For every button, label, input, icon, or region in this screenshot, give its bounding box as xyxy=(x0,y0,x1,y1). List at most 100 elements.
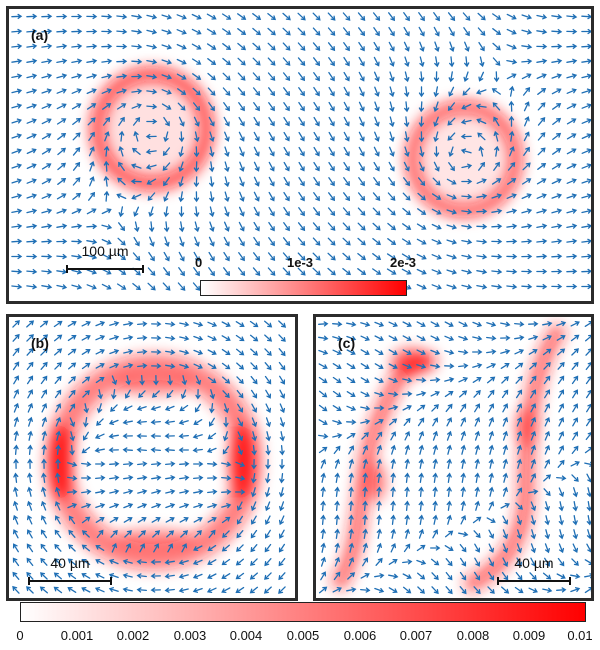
field-arrow xyxy=(136,573,147,579)
field-arrow xyxy=(581,58,591,64)
field-arrow xyxy=(239,176,245,187)
field-arrow xyxy=(558,403,565,413)
field-arrow xyxy=(150,405,161,411)
field-arrow xyxy=(558,515,564,526)
field-arrow xyxy=(557,557,565,567)
field-arrow xyxy=(418,444,424,455)
field-arrow xyxy=(57,147,67,156)
field-arrow xyxy=(208,236,215,247)
field-arrow xyxy=(95,544,105,551)
field-arrow xyxy=(551,223,563,229)
field-arrow xyxy=(221,558,231,566)
field-arrow xyxy=(360,405,371,411)
field-arrow xyxy=(430,390,440,397)
field-arrow xyxy=(342,12,351,21)
field-arrow xyxy=(165,503,176,509)
field-arrow xyxy=(263,586,272,594)
field-arrow xyxy=(447,102,456,112)
field-arrow xyxy=(516,543,522,554)
field-arrow xyxy=(566,163,577,170)
field-arrow xyxy=(161,103,172,110)
field-arrow xyxy=(40,557,48,566)
field-arrow xyxy=(552,103,562,110)
field-arrow xyxy=(95,348,105,355)
field-arrow xyxy=(297,252,306,261)
field-arrow xyxy=(178,251,185,262)
field-arrow xyxy=(581,283,591,290)
field-arrow xyxy=(320,528,326,539)
field-arrow xyxy=(147,267,156,276)
field-arrow xyxy=(476,223,488,230)
field-arrow xyxy=(207,376,217,384)
field-arrow xyxy=(81,461,92,467)
field-arrow xyxy=(268,206,275,217)
field-arrow xyxy=(566,148,577,155)
field-arrow xyxy=(358,161,365,172)
field-arrow xyxy=(192,102,201,112)
field-arrow xyxy=(446,269,458,275)
field-arrow xyxy=(585,362,591,371)
field-arrow xyxy=(343,146,350,157)
field-arrow xyxy=(332,335,343,341)
field-arrow xyxy=(124,530,132,538)
field-arrow xyxy=(223,102,230,112)
field-arrow xyxy=(176,58,187,65)
field-arrow xyxy=(416,253,427,260)
field-arrow xyxy=(433,26,440,37)
field-arrow xyxy=(458,531,469,537)
field-arrow xyxy=(506,238,518,245)
field-arrow xyxy=(26,543,34,553)
field-arrow xyxy=(566,88,577,94)
field-arrow xyxy=(164,236,170,248)
field-arrow xyxy=(404,131,410,143)
field-arrow xyxy=(250,501,257,512)
field-arrow xyxy=(151,475,162,481)
field-arrow xyxy=(207,475,218,481)
field-arrow xyxy=(402,349,412,356)
field-arrow xyxy=(447,132,456,141)
field-arrow xyxy=(238,102,245,112)
field-arrow xyxy=(500,362,510,369)
field-arrow xyxy=(523,101,530,112)
field-arrow xyxy=(389,86,395,98)
field-arrow xyxy=(334,542,340,553)
field-arrow xyxy=(389,71,395,83)
field-arrow xyxy=(537,116,546,126)
field-arrow xyxy=(206,587,217,594)
field-arrow xyxy=(146,103,158,110)
field-arrow xyxy=(372,268,382,275)
field-arrow xyxy=(250,348,259,356)
field-arrow xyxy=(165,475,176,481)
field-arrow xyxy=(249,586,259,594)
field-arrow xyxy=(223,431,229,442)
field-arrow xyxy=(402,573,412,580)
field-arrow xyxy=(111,375,118,386)
field-arrow xyxy=(348,500,354,511)
field-arrow xyxy=(488,501,495,511)
field-arrow xyxy=(26,334,34,342)
field-arrow xyxy=(249,572,258,580)
field-arrow xyxy=(544,430,551,441)
field-arrow xyxy=(542,587,553,593)
field-arrow xyxy=(566,268,578,275)
field-arrow xyxy=(543,474,552,482)
field-arrow xyxy=(237,417,244,427)
field-arrow xyxy=(357,12,366,22)
field-arrow xyxy=(153,543,160,553)
field-arrow xyxy=(209,176,215,188)
field-arrow xyxy=(571,445,579,455)
field-arrow xyxy=(389,56,395,67)
field-arrow xyxy=(536,29,548,35)
field-arrow xyxy=(82,376,91,384)
field-arrow xyxy=(56,73,68,79)
field-arrow xyxy=(265,473,271,484)
field-arrow xyxy=(131,88,143,94)
field-arrow xyxy=(123,321,134,327)
field-arrow xyxy=(283,116,290,127)
field-arrow xyxy=(71,223,83,229)
field-arrow xyxy=(13,430,19,441)
field-arrow xyxy=(193,503,204,509)
field-arrow xyxy=(267,42,276,51)
panel-c: (c) xyxy=(313,314,594,601)
field-arrow xyxy=(448,162,455,172)
